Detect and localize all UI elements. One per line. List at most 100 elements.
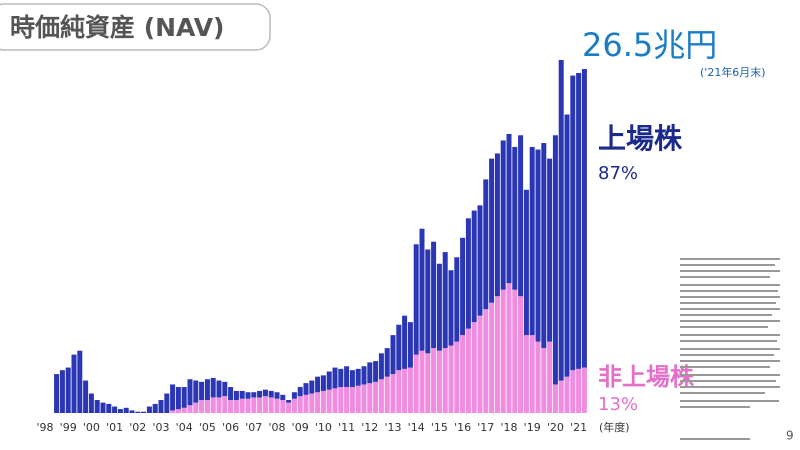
bar [390,335,396,375]
bar [135,411,141,413]
bar [88,393,94,413]
bar [59,370,65,413]
x-tick-label: '20 [547,421,564,434]
bar [570,75,576,371]
bar [175,387,181,410]
bar [529,146,535,336]
bar [228,387,234,401]
bar [71,354,77,413]
bar [274,398,280,413]
bar [257,390,263,398]
bar [280,400,286,413]
bar [117,409,123,413]
bar [483,309,489,413]
bar [286,402,292,413]
x-tick-label: '17 [477,421,494,434]
x-tick-label: '10 [315,421,332,434]
bar [297,396,303,413]
x-tick-label: '00 [83,421,100,434]
bar [361,366,367,385]
bar [239,398,245,413]
bar [367,362,373,384]
bar [303,394,309,413]
bar [564,376,570,413]
bar [112,406,118,413]
bar [552,384,558,413]
bar [187,405,193,413]
total-label: 26.5兆円 [582,26,717,64]
bar [425,353,431,413]
bar [523,335,529,413]
bar [268,397,274,413]
bar [518,296,524,413]
bar [239,390,245,399]
x-tick-label: '04 [176,421,193,434]
bar [442,348,448,413]
bar [262,396,268,413]
bar [355,385,361,413]
x-tick-label: '09 [292,421,309,434]
x-tick-label: '18 [500,421,517,434]
bar [158,400,164,413]
bar [187,379,193,406]
bar [407,367,413,413]
bar [436,350,442,413]
bar [228,400,234,413]
bar [106,403,112,413]
x-tick-label: '99 [60,421,77,434]
bar [349,387,355,413]
bar [535,341,541,413]
bar [204,400,210,413]
bar [175,409,181,413]
x-tick-label: '19 [524,421,541,434]
x-tick-label: '03 [152,421,169,434]
bar [141,411,147,413]
bar [390,374,396,413]
bar [465,328,471,413]
bar [181,407,187,413]
bar [396,370,402,413]
bar [199,381,205,401]
bar [454,341,460,413]
bar [494,153,500,297]
bar [436,263,442,351]
bar [309,380,315,394]
bar [349,370,355,388]
bar [233,400,239,413]
bar [564,114,570,377]
bar [448,345,454,413]
bar [483,179,489,310]
bar [407,322,413,368]
bar [419,228,425,351]
bar [332,388,338,413]
bar [460,237,466,336]
bar [547,158,553,342]
x-tick-label: '05 [199,421,216,434]
x-tick-label: '11 [338,421,355,434]
bar [413,244,419,355]
bar [558,380,564,413]
bar [529,335,535,413]
bar [216,397,222,413]
bar [77,350,83,413]
bar [315,392,321,413]
x-tick-label: '12 [361,421,378,434]
bar [471,210,477,323]
bar [425,249,431,354]
bar [216,380,222,398]
bar [581,367,587,413]
x-tick-label: '06 [222,421,239,434]
bar [570,370,576,413]
x-tick-label: '02 [129,421,146,434]
bar [280,394,286,401]
bar [500,289,506,413]
bar [170,384,176,411]
bar [129,410,135,413]
bar [547,341,553,413]
bar [576,368,582,413]
bar [320,390,326,413]
bar [396,324,402,371]
legend-share: 13% [598,394,638,415]
bar [460,335,466,413]
